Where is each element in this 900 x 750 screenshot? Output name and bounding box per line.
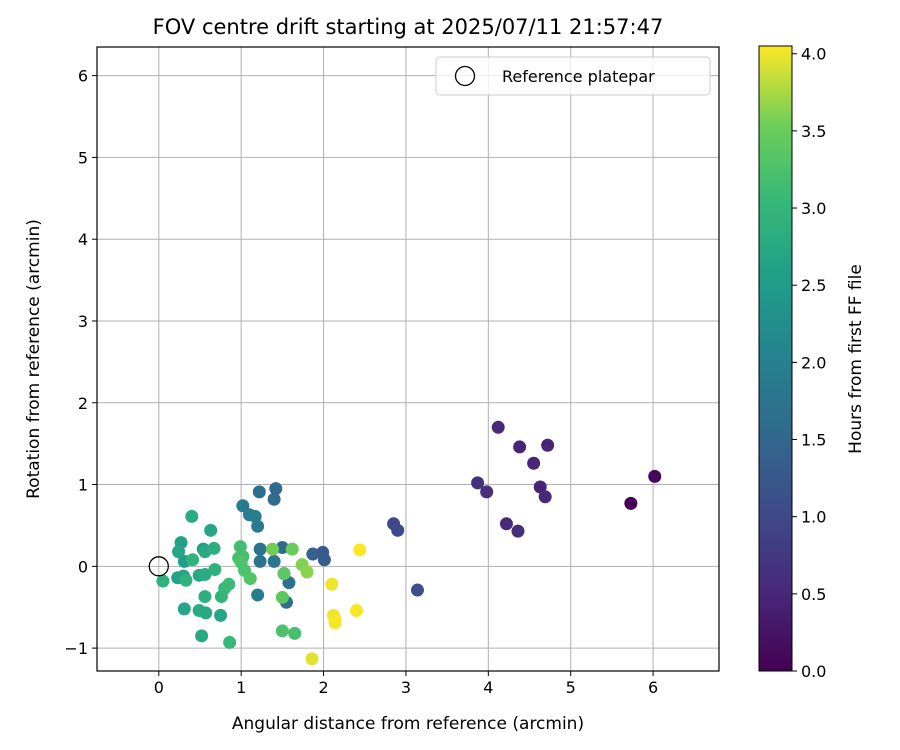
y-tick-label: 6: [78, 67, 88, 86]
x-tick-label: 0: [154, 678, 164, 697]
data-point: [195, 629, 209, 643]
data-point: [185, 509, 199, 523]
data-point: [186, 553, 200, 567]
grid: [97, 47, 719, 671]
data-point: [541, 438, 555, 452]
colorbar-tick-label: 0.0: [801, 662, 826, 681]
colorbar-ticks: 0.0 0.5 1.0 1.5 2.0 2.5 3.0 3.5 4.0: [792, 45, 826, 681]
y-tick-label: 2: [78, 394, 88, 413]
x-axis-label: Angular distance from reference (arcmin): [232, 714, 584, 734]
data-point: [353, 543, 367, 557]
data-point: [350, 603, 364, 617]
data-point: [204, 523, 218, 537]
colorbar: 0.0 0.5 1.0 1.5 2.0 2.5 3.0 3.5 4.0 Hours from f…: [758, 45, 866, 681]
legend: Reference platepar: [435, 56, 711, 96]
y-axis-label: Rotation from reference (arcmin): [24, 219, 44, 499]
y-tick-label: 0: [78, 557, 88, 576]
x-axis-ticks: 0 1 2 3 4 5 6: [154, 671, 658, 697]
colorbar-tick-label: 3.0: [801, 199, 826, 218]
data-point: [199, 606, 213, 620]
data-point: [156, 574, 170, 588]
data-point: [214, 608, 228, 622]
data-point: [172, 545, 186, 559]
reference-point: [148, 556, 169, 577]
data-point: [624, 496, 638, 510]
data-point: [267, 492, 281, 506]
data-point: [248, 509, 262, 523]
data-point: [179, 573, 193, 587]
x-tick-label: 1: [236, 678, 246, 697]
data-point: [253, 542, 267, 556]
data-point: [328, 616, 342, 630]
data-point: [533, 480, 547, 494]
data-point: [223, 635, 237, 649]
x-tick-label: 2: [318, 678, 328, 697]
data-point: [391, 523, 405, 537]
data-point: [410, 583, 424, 597]
data-point: [288, 626, 302, 640]
colorbar-gradient: [758, 45, 793, 672]
data-point: [511, 524, 525, 538]
chart-title: FOV centre drift starting at 2025/07/11 …: [153, 15, 664, 39]
data-point: [306, 547, 320, 561]
data-point: [251, 519, 265, 533]
data-point: [275, 541, 289, 555]
colorbar-tick-label: 1.0: [801, 508, 826, 527]
data-point: [208, 563, 222, 577]
data-point: [648, 469, 662, 483]
data-point: [471, 476, 485, 490]
y-tick-label: 4: [78, 230, 88, 249]
data-point: [198, 590, 212, 604]
data-point: [275, 624, 289, 638]
plot-frame: [96, 46, 720, 672]
data-point: [207, 541, 221, 555]
colorbar-label: Hours from first FF file: [846, 264, 866, 454]
data-point: [269, 482, 283, 496]
data-point: [243, 572, 257, 586]
x-tick-label: 5: [566, 678, 576, 697]
data-point: [222, 577, 236, 591]
data-point: [267, 554, 281, 568]
y-axis-ticks: −1 0 1 2 3 4 5 6: [64, 67, 97, 658]
data-point: [275, 590, 289, 604]
colorbar-tick-label: 2.5: [801, 276, 826, 295]
x-tick-label: 6: [648, 678, 658, 697]
legend-label: Reference platepar: [502, 67, 655, 86]
data-point: [305, 652, 319, 666]
legend-marker: [454, 65, 476, 87]
data-point: [177, 602, 191, 616]
data-point: [251, 588, 265, 602]
data-point: [233, 540, 247, 554]
colorbar-tick-label: 4.0: [801, 45, 826, 64]
colorbar-tick-label: 0.5: [801, 585, 826, 604]
data-point: [285, 542, 299, 556]
y-tick-label: 5: [78, 148, 88, 167]
data-point: [253, 554, 267, 568]
data-point: [325, 577, 339, 591]
colorbar-tick-label: 2.0: [801, 353, 826, 372]
data-point: [236, 499, 250, 513]
y-tick-label: 3: [78, 312, 88, 331]
data-point: [300, 565, 314, 579]
data-point: [538, 490, 552, 504]
data-point: [499, 517, 513, 531]
colorbar-tick-label: 3.5: [801, 122, 826, 141]
data-points: [148, 420, 662, 666]
data-point: [252, 485, 266, 499]
legend-box: [435, 56, 711, 96]
y-tick-label: 1: [78, 476, 88, 495]
x-tick-label: 4: [483, 678, 493, 697]
data-point: [265, 542, 279, 556]
data-point: [480, 485, 494, 499]
data-point: [198, 567, 212, 581]
data-point: [491, 420, 505, 434]
colorbar-tick-label: 1.5: [801, 431, 826, 450]
data-point: [527, 456, 541, 470]
data-point: [317, 553, 331, 567]
y-tick-label: −1: [64, 639, 88, 658]
x-tick-label: 3: [401, 678, 411, 697]
data-point: [513, 440, 527, 454]
data-point: [277, 567, 291, 581]
